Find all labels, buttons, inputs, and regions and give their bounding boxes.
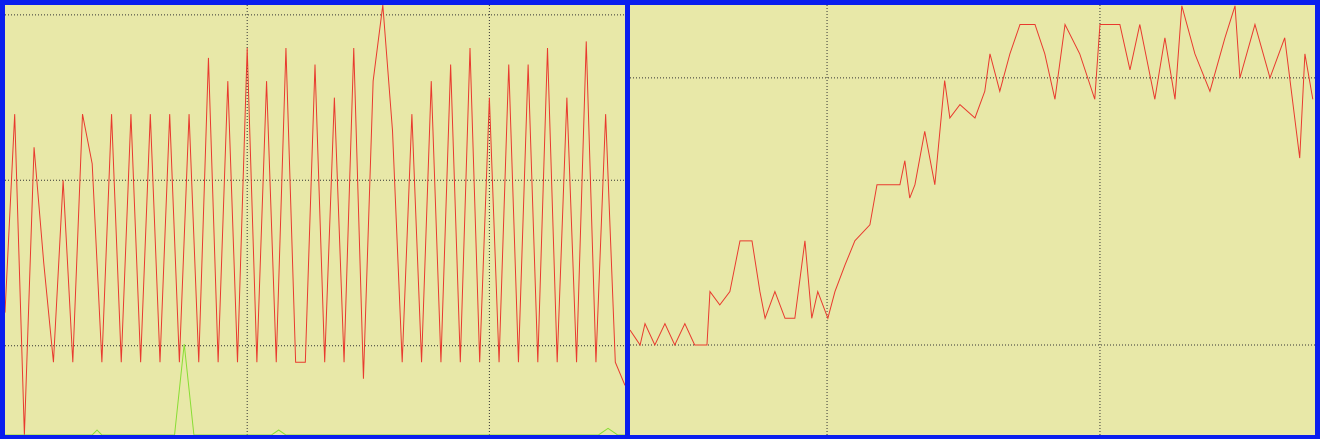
chart-panel <box>5 5 625 435</box>
data-line <box>5 343 625 435</box>
plot-background <box>630 5 1315 435</box>
chart-panel <box>630 5 1315 435</box>
data-line <box>5 5 625 435</box>
data-line <box>630 5 1314 347</box>
